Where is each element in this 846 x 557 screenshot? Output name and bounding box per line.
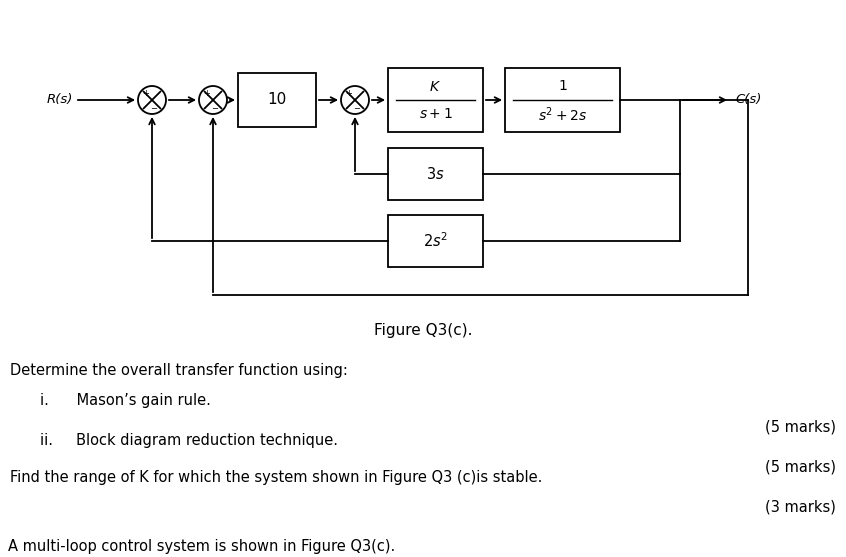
Text: 10: 10 xyxy=(267,92,287,108)
Text: −: − xyxy=(150,104,157,113)
Text: +: + xyxy=(203,89,210,97)
Text: R(s): R(s) xyxy=(47,94,73,106)
Circle shape xyxy=(341,86,369,114)
Circle shape xyxy=(138,86,166,114)
Text: −: − xyxy=(353,104,360,113)
Bar xyxy=(388,148,483,200)
Text: +: + xyxy=(142,89,149,97)
Text: $2s^2$: $2s^2$ xyxy=(423,232,448,250)
Text: ii.     Block diagram reduction technique.: ii. Block diagram reduction technique. xyxy=(40,433,338,448)
Text: +: + xyxy=(345,89,352,97)
Text: (3 marks): (3 marks) xyxy=(765,500,836,515)
Text: C(s): C(s) xyxy=(735,94,761,106)
Bar xyxy=(388,68,483,132)
Text: (5 marks): (5 marks) xyxy=(765,420,836,435)
Text: A multi-loop control system is shown in Figure Q3(c).: A multi-loop control system is shown in … xyxy=(8,539,395,554)
Text: i.      Mason’s gain rule.: i. Mason’s gain rule. xyxy=(40,393,211,408)
Text: −: − xyxy=(211,104,218,113)
Bar xyxy=(388,215,483,267)
Text: Find the range of K for which the system shown in Figure Q3 (c)is stable.: Find the range of K for which the system… xyxy=(10,470,542,485)
Text: $1$: $1$ xyxy=(558,79,568,93)
Text: Determine the overall transfer function using:: Determine the overall transfer function … xyxy=(10,363,348,378)
Bar xyxy=(505,68,620,132)
Bar xyxy=(238,73,316,127)
Text: $s^2+2s$: $s^2+2s$ xyxy=(538,105,587,124)
Text: $K$: $K$ xyxy=(430,80,442,94)
Text: (5 marks): (5 marks) xyxy=(765,460,836,475)
Text: $s+1$: $s+1$ xyxy=(419,107,453,121)
Text: $3s$: $3s$ xyxy=(426,166,445,182)
Text: Figure Q3(c).: Figure Q3(c). xyxy=(374,323,472,338)
Circle shape xyxy=(199,86,227,114)
